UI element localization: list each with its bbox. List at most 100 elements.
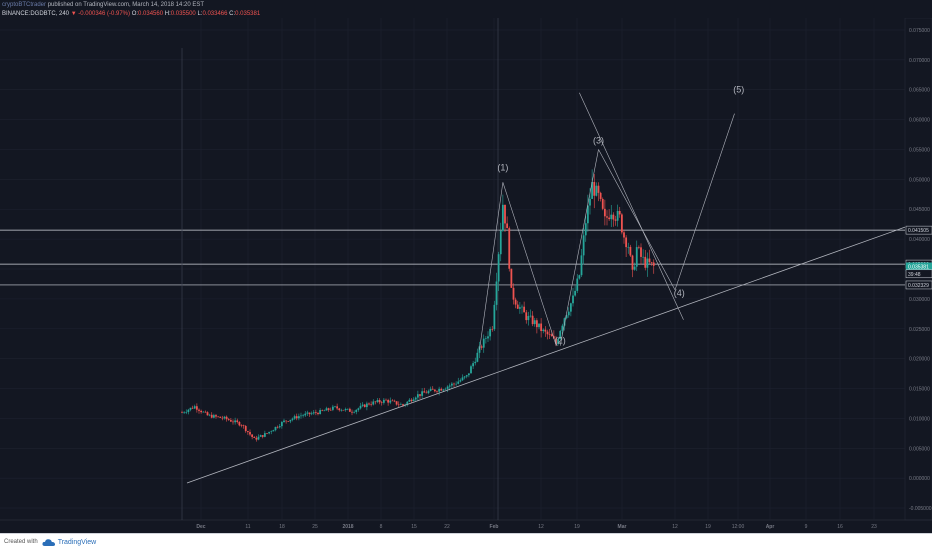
candle-body: [340, 409, 343, 411]
candle-body: [344, 408, 347, 411]
candle-body: [206, 412, 209, 416]
candle-body: [346, 408, 349, 410]
candle-body: [376, 400, 379, 402]
candle-body: [599, 192, 602, 199]
wave-label: (3): [593, 136, 604, 146]
candle-body: [648, 258, 651, 263]
candle-body: [338, 408, 341, 411]
candle-body: [342, 409, 345, 411]
candle-body: [255, 437, 258, 440]
close-value: 0.035381: [235, 11, 261, 17]
candle-body: [618, 210, 621, 215]
candle-body: [212, 415, 215, 418]
candle-body: [423, 391, 426, 393]
tradingview-logo[interactable]: TradingView: [42, 538, 96, 547]
candle-body: [348, 408, 351, 412]
candle-body: [240, 425, 243, 426]
candle-body: [446, 386, 449, 389]
candle-body: [608, 217, 611, 220]
candle-body: [538, 323, 540, 328]
author-name[interactable]: cryptoBTCtrader: [2, 2, 47, 8]
candle-body: [652, 262, 655, 266]
candle-body: [270, 431, 273, 432]
y-tick-label: 0.060000: [909, 118, 930, 124]
candle-body: [414, 397, 417, 400]
candle-body: [232, 421, 234, 423]
candle-body: [425, 392, 428, 394]
candle-body: [589, 198, 591, 206]
open-value: 0.034560: [138, 11, 164, 17]
candle-body: [546, 331, 549, 335]
candle-body: [540, 323, 543, 332]
x-tick-label: 9: [805, 524, 808, 530]
candle-body: [448, 385, 451, 387]
created-with-label: Created with: [4, 539, 38, 545]
chart-background: [0, 18, 932, 532]
price-chart[interactable]: 0.075000 0.070000 0.065000 0.060000 0.055000…: [0, 17, 932, 532]
candle-body: [614, 219, 617, 221]
candle-body: [533, 320, 536, 325]
candle-body: [408, 399, 411, 402]
candle-body: [297, 416, 300, 419]
x-tick-label: 18: [279, 524, 285, 530]
y-tick-label: 0.040000: [909, 237, 930, 243]
candle-body: [521, 306, 523, 308]
candle-body: [183, 412, 186, 413]
candle-body: [625, 237, 628, 248]
candle-body: [627, 246, 630, 248]
candle-body: [227, 419, 230, 421]
candle-body: [310, 413, 313, 415]
candle-body: [293, 416, 296, 419]
x-tick-label: Mar: [618, 524, 627, 530]
candle-body: [427, 390, 430, 394]
candle-body: [646, 258, 649, 268]
high-label: H:: [164, 11, 171, 17]
candle-body: [610, 214, 613, 220]
candle-body: [234, 420, 237, 423]
candle-body: [531, 315, 534, 325]
candle-body: [419, 394, 421, 396]
close-label: C:: [229, 11, 236, 17]
candle-body: [229, 420, 232, 422]
candle-body: [261, 435, 264, 437]
candle-body: [355, 409, 358, 413]
candle-body: [582, 235, 585, 256]
candle-body: [593, 182, 596, 196]
x-tick-label: 25: [312, 524, 318, 530]
candle-body: [529, 315, 532, 317]
candle-body: [436, 391, 438, 392]
price-tag-label: 0.035381: [908, 265, 929, 271]
candle-body: [402, 404, 404, 406]
candle-body: [412, 399, 415, 402]
candle-body: [285, 420, 288, 422]
candle-body: [463, 376, 466, 378]
candle-body: [555, 338, 557, 344]
candle-body: [357, 408, 360, 410]
candle-body: [565, 315, 568, 319]
candle-body: [482, 338, 485, 348]
candle-body: [397, 404, 400, 406]
chart-area[interactable]: 0.075000 0.070000 0.065000 0.060000 0.055000…: [0, 17, 932, 532]
candle-body: [378, 400, 381, 403]
candle-body: [274, 426, 277, 431]
candle-body: [559, 330, 562, 339]
x-tick-label: 23: [871, 524, 877, 530]
x-tick-label: 2018: [342, 524, 353, 530]
ascending-trendline: [186, 226, 906, 484]
x-tick-label: 8: [380, 524, 383, 530]
candle-body: [257, 436, 260, 440]
candle-body: [208, 414, 211, 416]
candle-body: [612, 214, 615, 220]
candle-body: [278, 426, 281, 428]
candle-body: [465, 375, 468, 377]
candle-body: [202, 411, 205, 413]
candle-body: [368, 403, 370, 405]
candle-body: [181, 412, 183, 414]
candle-body: [300, 415, 302, 417]
candle-body: [195, 406, 198, 410]
candle-body: [544, 329, 547, 332]
candle-body: [525, 312, 528, 321]
candle-body: [578, 275, 581, 279]
candle-body: [557, 338, 560, 344]
